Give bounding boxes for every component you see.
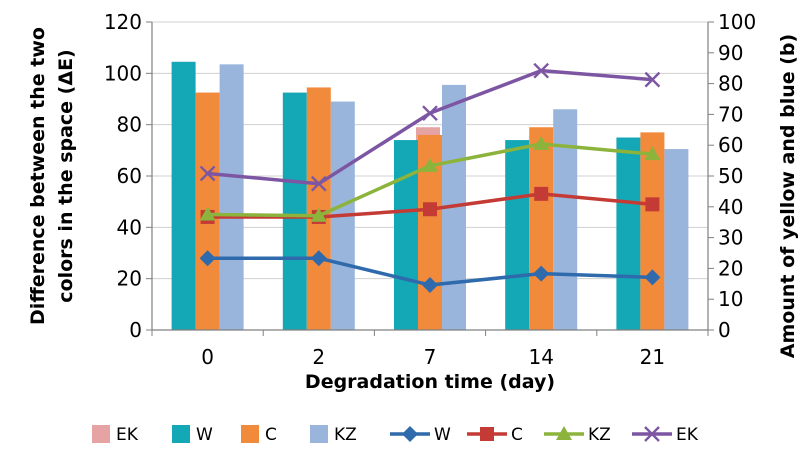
legend-label: KZ [588, 425, 611, 445]
point-ek-stroke [310, 175, 327, 192]
bar-w [394, 140, 418, 330]
bar-w [616, 137, 641, 330]
point-c [645, 197, 660, 212]
bar-kz [219, 64, 244, 330]
bar-w [505, 140, 530, 330]
axis-labels: 0 20 40 60 80 100 120 0 10 20 30 40 50 60 70 80 90 100 0 2 7… [27, 10, 799, 393]
point-w [644, 269, 661, 286]
right-tick-label: 30 [718, 226, 743, 250]
left-axis-title: Difference between the two colors in the … [27, 27, 77, 325]
bar-w [171, 61, 196, 331]
point-kz [422, 157, 438, 172]
bar-c [640, 132, 665, 330]
legend-item-line-c: C [467, 425, 523, 445]
point-kz [310, 207, 327, 222]
point-w [310, 250, 327, 267]
legend-marker [556, 426, 572, 440]
point-kz [533, 135, 550, 150]
x-tick-label: 7 [424, 345, 437, 369]
right-tick-label: 40 [718, 195, 743, 219]
point-w [533, 265, 550, 282]
left-tick-label: 80 [117, 113, 142, 137]
line-series-group [199, 62, 661, 294]
right-axis-title: Amount of yellow and blue (b) [777, 34, 799, 358]
legend-item-bar-ek: EK [92, 425, 139, 445]
right-tick-label: 20 [718, 256, 743, 280]
legend-label: W [434, 425, 451, 445]
point-ek-stroke [199, 165, 216, 182]
x-tick-label: 2 [312, 345, 325, 369]
legend-item-bar-kz: KZ [310, 425, 357, 445]
point-ek [422, 105, 438, 122]
point-c [534, 186, 549, 201]
legend-label: C [265, 425, 277, 445]
legend-marker [644, 426, 660, 442]
point-ek [310, 175, 327, 192]
legend-item-bar-c: C [241, 425, 277, 445]
point-w [422, 277, 438, 294]
right-tick-label: 10 [718, 287, 743, 311]
point-c [423, 202, 437, 217]
axes [146, 21, 714, 336]
legend-marker [402, 426, 418, 442]
point-ek-stroke [533, 62, 550, 79]
x-axis-title: Degradation time (day) [305, 371, 555, 393]
left-tick-label: 0 [129, 318, 142, 342]
right-tick-label: 80 [718, 72, 743, 96]
bar-kz [553, 109, 578, 331]
right-tick-label: 100 [718, 10, 756, 34]
left-tick-label: 120 [104, 10, 142, 34]
point-ek [199, 165, 216, 182]
legend-item-line-kz: KZ [544, 425, 611, 445]
legend-label: EK [116, 425, 139, 445]
legend: EK W C KZ W C KZ EK [92, 425, 699, 445]
bar-c [529, 127, 554, 330]
legend-label: KZ [334, 425, 357, 445]
left-tick-label: 40 [117, 215, 142, 239]
point-ek-stroke [422, 105, 438, 122]
point-ek-stroke [644, 71, 661, 88]
legend-marker-stroke [644, 426, 660, 442]
right-tick-label: 70 [718, 102, 743, 126]
left-tick-label: 20 [117, 267, 142, 291]
bar-series-group [171, 61, 689, 331]
x-tick-label: 14 [528, 345, 553, 369]
right-tick-label: 60 [718, 133, 743, 157]
legend-label: EK [676, 425, 699, 445]
right-tick-label: 50 [718, 164, 743, 188]
right-tick-label: 90 [718, 41, 743, 65]
point-kz [644, 146, 661, 161]
legend-swatch [172, 425, 190, 443]
legend-swatch [310, 425, 328, 443]
legend-swatch [92, 425, 110, 443]
point-ek [533, 62, 550, 79]
x-tick-label: 21 [640, 345, 665, 369]
legend-item-bar-w: W [172, 425, 213, 445]
point-kz [199, 206, 216, 221]
bar-kz [664, 149, 689, 330]
point-w [199, 250, 216, 267]
legend-item-line-w: W [390, 425, 451, 445]
legend-item-line-ek: EK [632, 425, 699, 445]
x-tick-label: 0 [201, 345, 214, 369]
legend-label: C [511, 425, 523, 445]
point-ek [644, 71, 661, 88]
legend-swatch [241, 425, 259, 443]
legend-marker [480, 427, 494, 441]
right-tick-label: 0 [718, 318, 731, 342]
legend-label: W [196, 425, 213, 445]
bar-w [282, 92, 307, 330]
left-tick-label: 100 [104, 61, 142, 85]
left-tick-label: 60 [117, 164, 142, 188]
